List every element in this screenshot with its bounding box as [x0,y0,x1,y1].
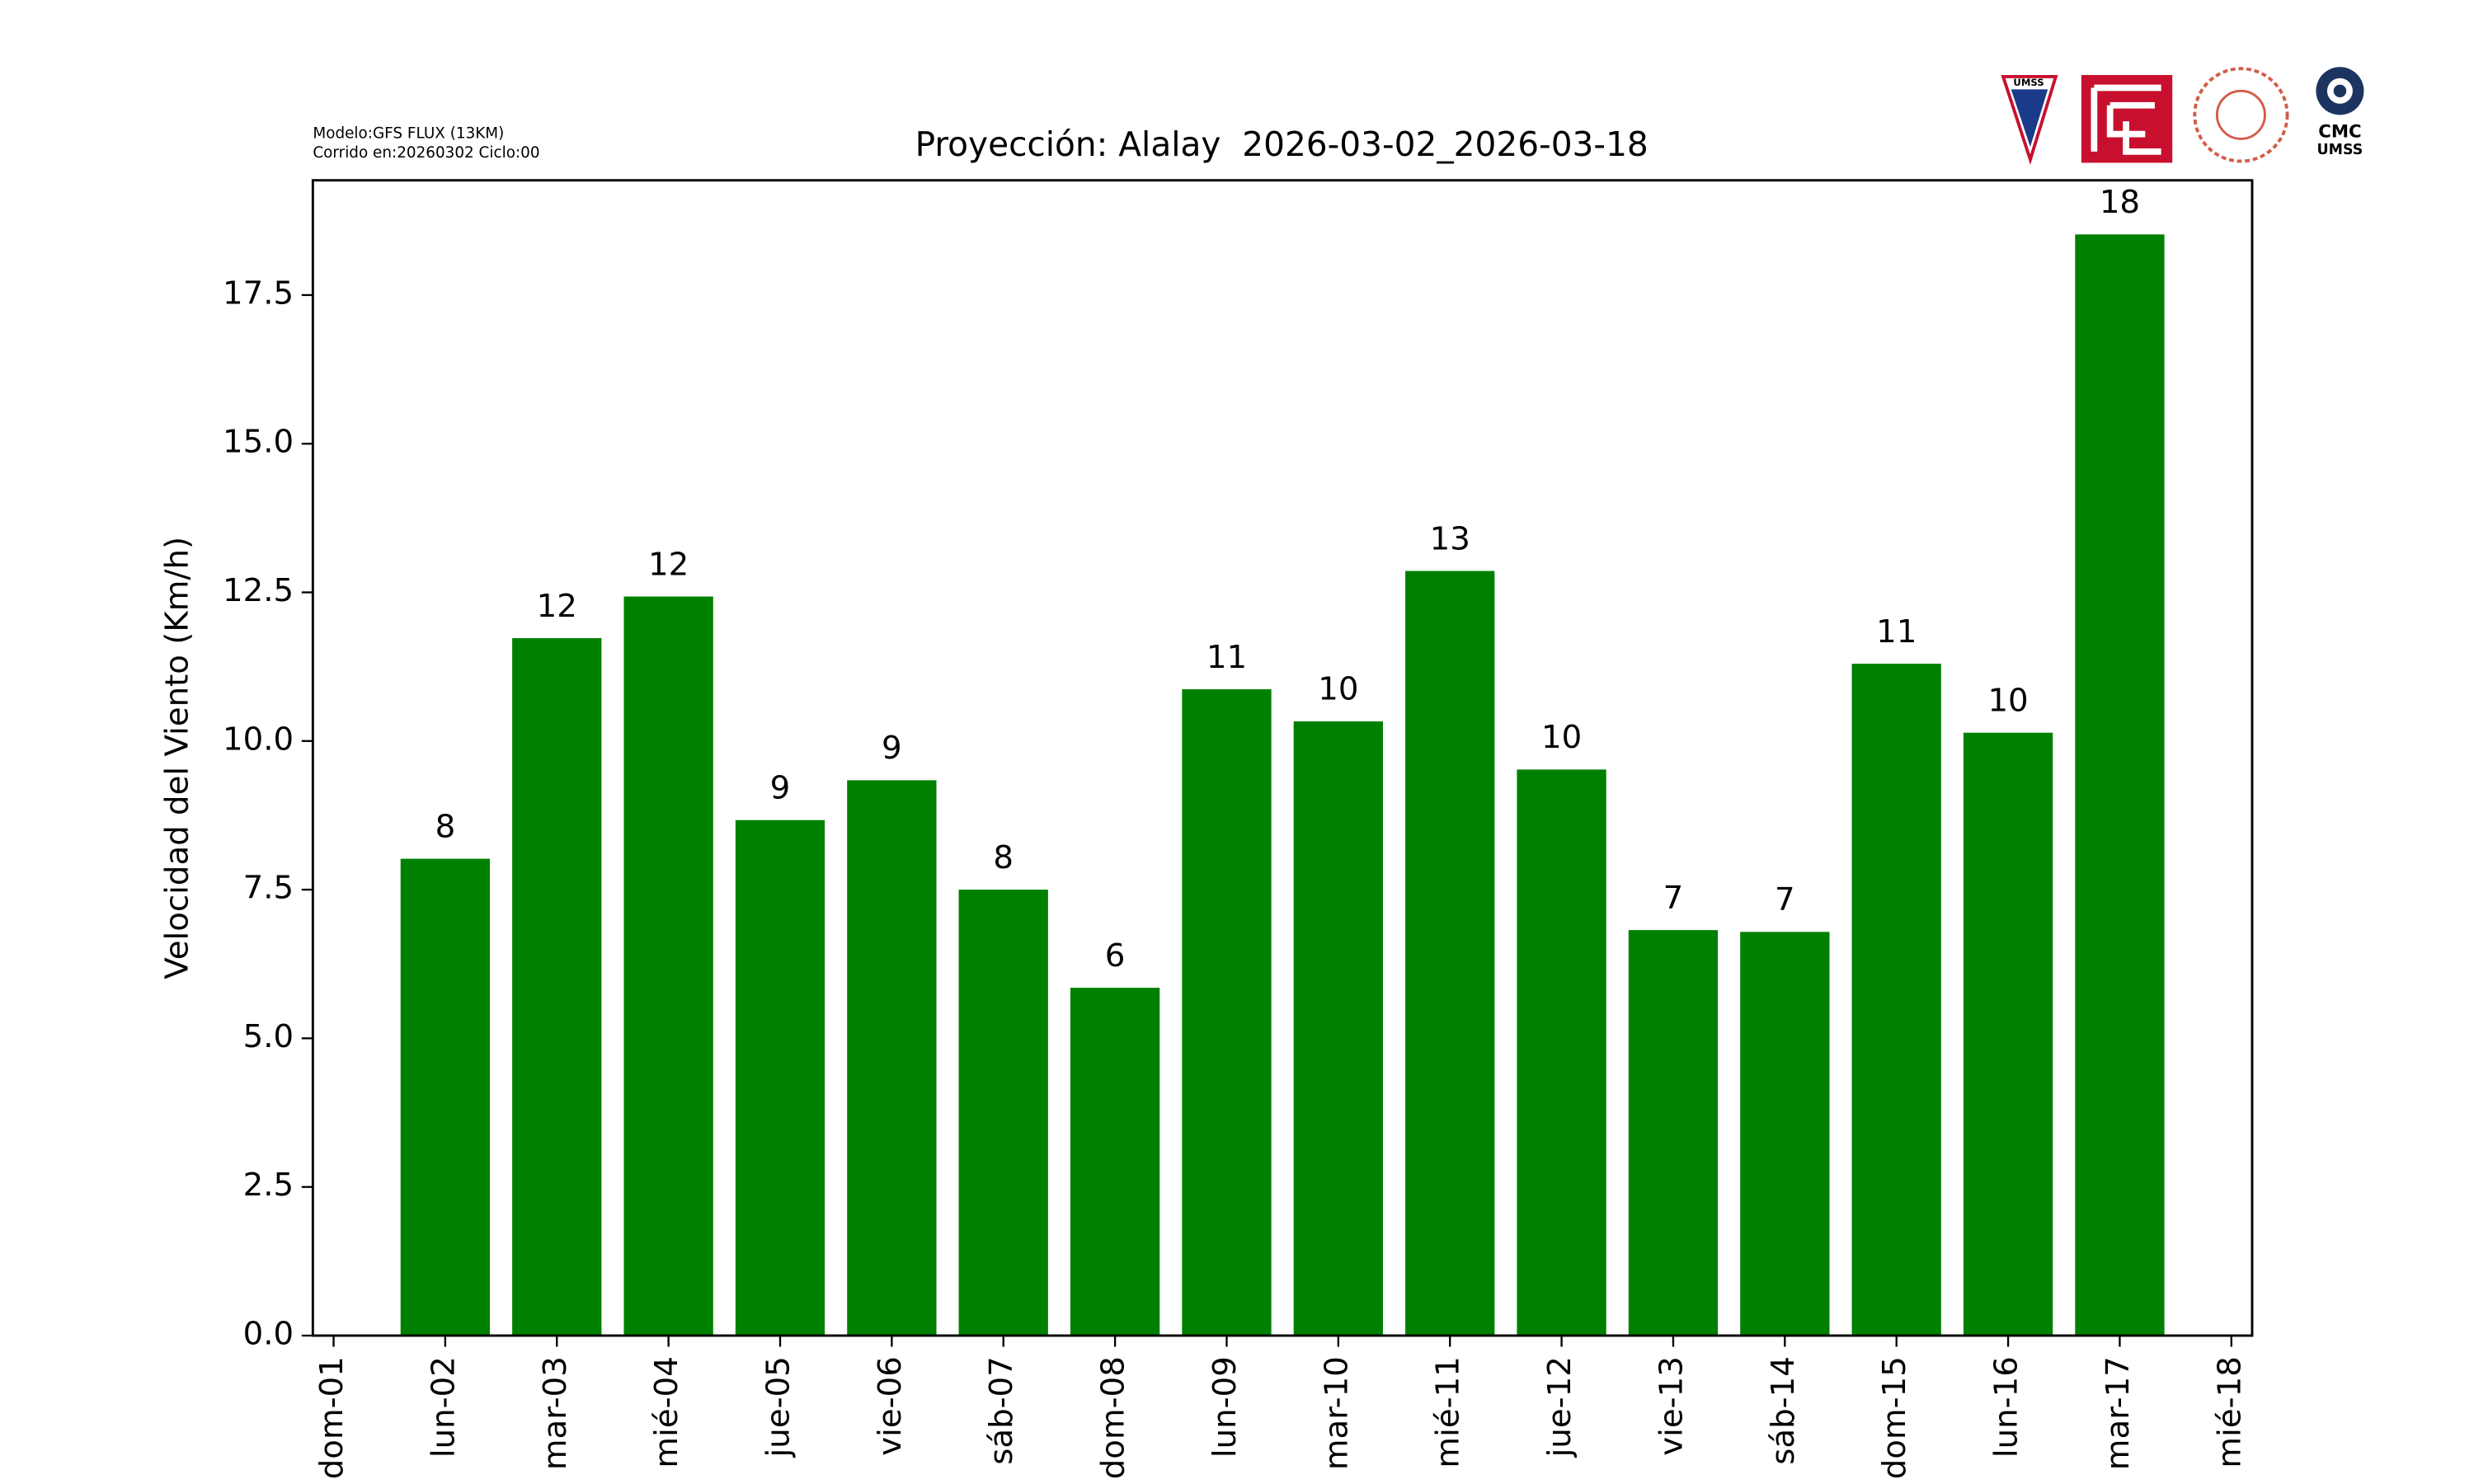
chart-title: Proyección: Alalay 2026-03-02_2026-03-18 [915,124,1649,164]
y-tick-label: 17.5 [223,275,294,312]
x-tick-label: mar-10 [1318,1356,1355,1470]
y-tick-label: 5.0 [243,1018,294,1055]
value-label: 8 [435,808,456,845]
y-tick-label: 15.0 [223,424,294,461]
value-label: 10 [1987,682,2028,719]
x-tick-label: jue-12 [1541,1356,1578,1458]
y-tick-label: 12.5 [223,572,294,609]
shield-inner [2011,89,2048,148]
red-logo-pattern [2091,84,2161,155]
bar [623,596,713,1336]
value-label: 9 [770,769,791,806]
bar [2075,234,2165,1336]
value-label: 12 [537,588,577,625]
x-tick-label: sáb-07 [983,1356,1020,1465]
x-tick-label: dom-15 [1876,1356,1913,1479]
bar [735,819,825,1336]
x-tick-label: sáb-14 [1765,1356,1802,1465]
y-axis-label: Velocidad del Viento (Km/h) [158,537,195,979]
cmc-sub-text: UMSS [2317,142,2363,158]
logos: UMSS CMC UMSS [2001,67,2364,165]
value-label: 10 [1318,671,1358,708]
x-tick-label: mar-17 [2100,1356,2137,1470]
y-tick-label: 2.5 [243,1167,294,1204]
value-label: 18 [2100,184,2140,221]
value-label: 11 [1206,639,1247,676]
x-tick-label: mié-18 [2211,1356,2248,1468]
x-tick-label: vie-06 [872,1356,909,1456]
cmc-text: CMC [2318,122,2361,143]
x-tick-label: mié-04 [648,1356,685,1468]
bar [1182,689,1272,1336]
value-label: 8 [993,839,1014,876]
bar [1517,769,1606,1336]
bar [1963,732,2053,1336]
x-tick-label: lun-09 [1206,1356,1244,1458]
bar [512,638,602,1336]
shield-text: UMSS [2013,77,2044,88]
value-label: 13 [1430,520,1470,557]
bar [1851,664,1941,1336]
value-label: 12 [648,546,689,583]
x-tick-label: dom-01 [313,1356,350,1479]
x-tick-label: lun-02 [425,1356,462,1458]
value-label: 10 [1541,719,1582,756]
cmc-logo-core [2333,84,2347,98]
run-note: Corrido en:20260302 Ciclo:00 [313,144,539,162]
round-logo-inner [2215,89,2266,140]
bar [1070,988,1160,1336]
value-label: 7 [1775,881,1795,918]
x-tick-label: mié-11 [1430,1356,1467,1468]
value-label: 11 [1876,613,1917,650]
value-label: 7 [1663,880,1684,917]
y-tick-label: 0.0 [243,1316,294,1353]
bar [847,780,937,1336]
plot-frame [311,179,2254,1337]
bar [400,858,491,1336]
x-tick-label: jue-05 [760,1356,797,1458]
bar [958,890,1048,1336]
value-label: 6 [1105,937,1126,974]
bar [1628,930,1719,1336]
bar [1405,571,1495,1336]
bar [1740,932,1830,1336]
y-tick-label: 10.0 [223,721,294,758]
x-tick-label: lun-16 [1988,1356,2025,1458]
y-tick-label: 7.5 [243,870,294,907]
value-label: 9 [882,730,902,767]
bar [1293,721,1383,1336]
x-tick-label: mar-03 [537,1356,574,1470]
x-tick-label: dom-08 [1095,1356,1132,1479]
x-tick-label: vie-13 [1653,1356,1690,1456]
model-note: Modelo:GFS FLUX (13KM) [313,125,504,143]
round-logo [2193,67,2289,163]
